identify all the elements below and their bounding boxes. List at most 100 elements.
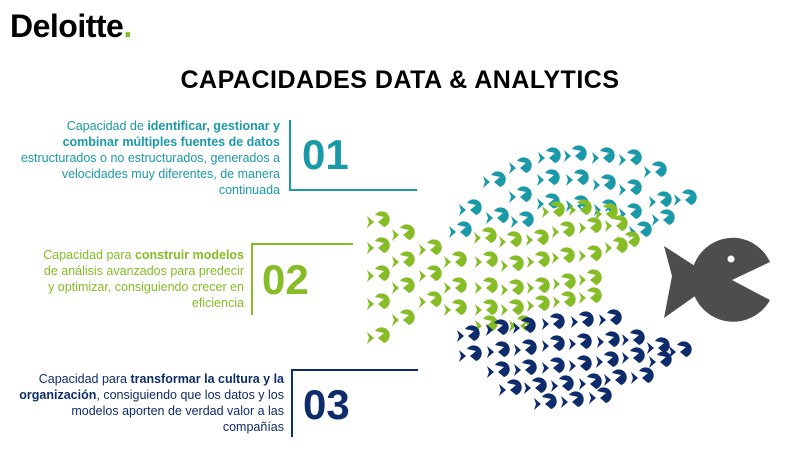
- capability-02-topline: [251, 243, 353, 245]
- small-fish-icon: [513, 317, 536, 334]
- small-fish-icon: [674, 189, 697, 206]
- capability-1-text-part: identificar, gestionar y combinar múltip…: [62, 119, 280, 149]
- capability-03-text: Capacidad para transformar la cultura y …: [12, 371, 284, 435]
- small-fish-icon: [552, 221, 575, 238]
- small-fish-icon: [514, 359, 537, 376]
- small-fish-icon: [514, 339, 537, 356]
- small-fish-icon: [367, 211, 390, 228]
- small-fish-icon: [571, 311, 594, 328]
- capability-2-text-part: de análisis avanzados para predecir y op…: [43, 264, 244, 310]
- small-fish-icon: [524, 377, 547, 394]
- small-fish-icon: [579, 217, 602, 234]
- small-fish-icon: [367, 237, 390, 254]
- small-fish-icon: [444, 299, 467, 316]
- small-fish-icon: [629, 221, 652, 238]
- small-fish-icon: [619, 149, 642, 166]
- small-fish-icon: [553, 291, 576, 308]
- small-fish-icon: [534, 393, 557, 410]
- small-fish-icon: [392, 277, 415, 294]
- small-fish-icon: [649, 191, 672, 208]
- small-fish-icon: [566, 169, 589, 186]
- small-fish-icon: [392, 224, 415, 241]
- small-fish-icon: [392, 309, 415, 326]
- small-fish-icon: [483, 171, 506, 188]
- small-fish-icon: [652, 209, 675, 226]
- small-fish-icon: [527, 251, 550, 268]
- small-fish-icon: [444, 277, 467, 294]
- capability-01-number: 01: [302, 131, 349, 178]
- small-fish-icon: [419, 291, 442, 308]
- small-fish-icon: [501, 255, 524, 272]
- small-fish-icon: [542, 313, 565, 330]
- small-fish-icon: [419, 265, 442, 282]
- small-fish-icon: [501, 279, 524, 296]
- small-fish-icon: [542, 357, 565, 374]
- deloitte-logo: Deloitte.: [10, 8, 132, 45]
- capability-1-text-part: Capacidad de: [66, 119, 148, 133]
- small-fish-icon: [569, 333, 592, 350]
- small-fish-icon: [669, 341, 692, 358]
- small-fish-icon: [367, 293, 390, 310]
- small-fish-icon: [509, 157, 532, 174]
- capability-03-divider: [291, 369, 293, 437]
- capability-02-divider: [251, 243, 253, 315]
- capability-01-text: Capacidad de identificar, gestionar y co…: [12, 118, 280, 198]
- small-fish-icon: [569, 199, 592, 216]
- small-fish-icon: [537, 169, 560, 186]
- small-fish-icon: [527, 295, 550, 312]
- small-fish-icon: [486, 207, 509, 224]
- small-fish-icon: [597, 331, 620, 348]
- small-fish-icon: [509, 186, 532, 203]
- small-fish-icon: [647, 337, 670, 354]
- small-fish-icon: [475, 299, 498, 316]
- small-fish-icon: [511, 211, 534, 228]
- small-fish-icon: [538, 147, 561, 164]
- small-fish-icon: [579, 373, 602, 390]
- small-fish-icon: [604, 369, 627, 386]
- small-fish-icon: [449, 221, 472, 238]
- capability-02-text: Capacidad para construir modelos de anál…: [40, 247, 244, 311]
- small-fish-icon: [499, 379, 522, 396]
- small-fish-icon: [486, 319, 509, 336]
- small-fish-icon: [605, 215, 628, 232]
- small-fish-icon: [631, 367, 654, 384]
- small-fish-icon: [542, 201, 565, 218]
- small-fish-icon: [459, 199, 482, 216]
- logo-dot: .: [123, 8, 132, 44]
- capability-2-text-part: Capacidad para: [43, 248, 135, 262]
- capability-2-text-part: construir modelos: [134, 248, 244, 262]
- small-fish-icon: [595, 203, 618, 220]
- small-fish-icon: [622, 329, 645, 346]
- small-fish-icon: [619, 179, 642, 196]
- small-fish-icon: [649, 351, 672, 368]
- small-fish-icon: [596, 351, 619, 368]
- capability-3-text-part: , consiguiendo que los datos y los model…: [71, 388, 284, 434]
- capability-1-text-part: estructurados o no estructurados, genera…: [20, 151, 280, 197]
- small-fish-icon: [542, 335, 565, 352]
- small-fish-icon: [419, 239, 442, 256]
- capability-03-number: 03: [303, 381, 350, 428]
- small-fish-icon: [579, 245, 602, 262]
- capability-01-divider: [289, 120, 291, 190]
- small-fish-icon: [475, 251, 498, 268]
- small-fish-icon: [444, 251, 467, 268]
- small-fish-icon: [475, 277, 498, 294]
- small-fish-icon: [367, 327, 390, 344]
- small-fish-icon: [593, 174, 616, 191]
- small-fish-icon: [617, 231, 640, 248]
- small-fish-icon: [459, 345, 482, 362]
- small-fish-icon: [527, 277, 550, 294]
- small-fish-icon: [644, 161, 667, 178]
- capability-01-underline: [289, 189, 417, 191]
- small-fish-icon: [367, 265, 390, 282]
- small-fish-icon: [475, 315, 498, 332]
- small-fish-icon: [622, 347, 645, 364]
- small-fish-icon: [605, 237, 628, 254]
- small-fish-icon: [551, 375, 574, 392]
- small-fish-icon: [552, 247, 575, 264]
- capability-03-topline: [291, 369, 418, 371]
- small-fish-icon: [474, 227, 497, 244]
- capability-3-text-part: transformar la cultura y la organización: [19, 372, 284, 402]
- big-fish-icon: [664, 237, 770, 322]
- small-fish-icon: [553, 273, 576, 290]
